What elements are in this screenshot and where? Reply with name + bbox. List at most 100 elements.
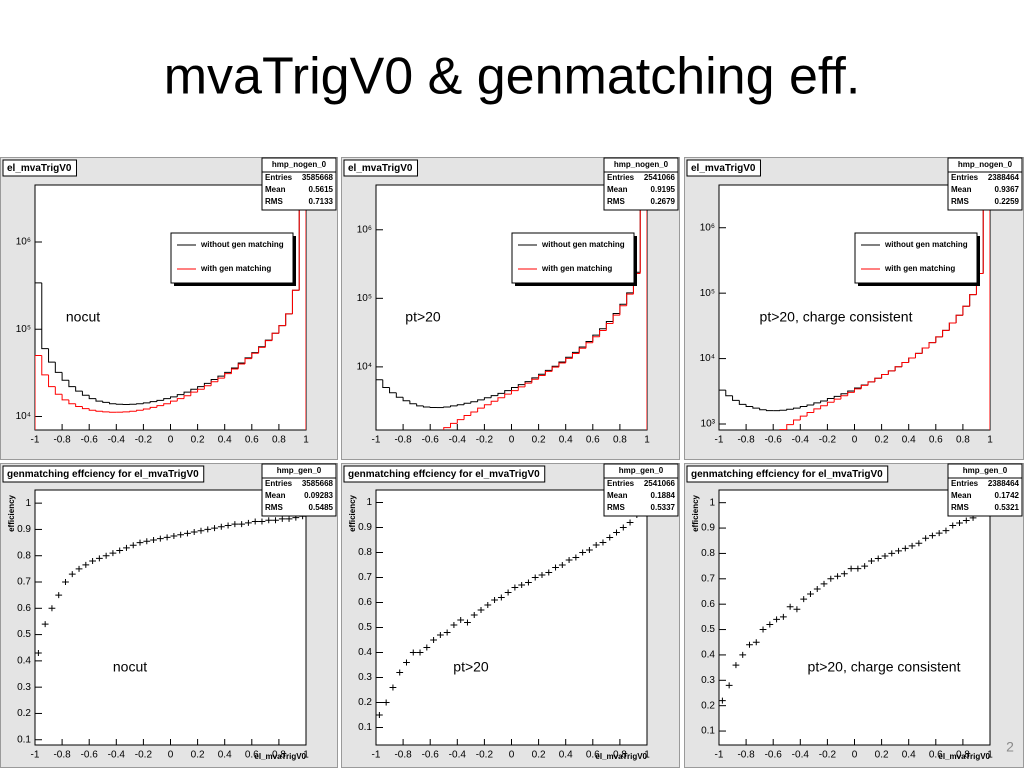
efficiency-point bbox=[396, 669, 404, 676]
x-tick-label: -0.6 bbox=[81, 435, 99, 446]
efficiency-point bbox=[477, 607, 485, 613]
y-tick-label: 0.9 bbox=[701, 523, 715, 534]
histogram-step bbox=[544, 370, 553, 376]
efficiency-point bbox=[874, 555, 882, 562]
histogram-step bbox=[217, 377, 225, 382]
x-tick-label: 0.8 bbox=[272, 435, 286, 446]
efficiency-point bbox=[150, 536, 157, 543]
x-tick-label: -0.8 bbox=[394, 750, 412, 761]
histogram-step bbox=[61, 372, 69, 381]
histogram-step bbox=[719, 389, 726, 430]
histogram-step bbox=[826, 401, 835, 406]
x-tick-label: -1 bbox=[372, 750, 381, 761]
histogram-step bbox=[450, 405, 458, 407]
efficiency-point bbox=[579, 549, 587, 556]
histogram-step bbox=[149, 406, 157, 409]
histogram-step bbox=[470, 411, 478, 416]
x-tick-label: -0.4 bbox=[108, 435, 126, 446]
histogram-step bbox=[230, 368, 239, 374]
efficiency-point bbox=[786, 603, 794, 610]
x-tick-label: 0.6 bbox=[929, 750, 943, 761]
histogram-step bbox=[867, 381, 875, 386]
efficiency-point bbox=[915, 540, 923, 547]
efficiency-point bbox=[599, 539, 607, 546]
y-tick-label: 0.4 bbox=[701, 650, 715, 661]
x-tick-label: 1 bbox=[644, 435, 650, 446]
efficiency-point bbox=[403, 659, 410, 666]
stats-value: 0.1742 bbox=[995, 491, 1020, 500]
histogram-step bbox=[799, 415, 808, 421]
efficiency-point bbox=[854, 565, 862, 572]
histogram-step bbox=[908, 357, 916, 363]
y-tick-label: 10⁴ bbox=[700, 353, 715, 364]
x-tick-label: -0.6 bbox=[422, 750, 440, 761]
x-tick-label: 0.4 bbox=[218, 750, 232, 761]
efficiency-point bbox=[908, 542, 916, 549]
y-tick-label: 0.7 bbox=[17, 577, 31, 588]
histogram-step bbox=[765, 409, 774, 412]
x-tick-label: 0.8 bbox=[956, 750, 970, 761]
histogram-step bbox=[969, 294, 977, 307]
histogram-step bbox=[81, 406, 90, 410]
histogram-step bbox=[176, 398, 185, 402]
efficiency-point bbox=[68, 571, 76, 578]
efficiency-point bbox=[881, 552, 889, 559]
panel: -1 -0.8 -0.6 -0.4 -0.2 0 0.2 0.4 0.6 0.8 1 0.1 0.2 0.… bbox=[341, 463, 680, 768]
frame-title-box bbox=[343, 465, 546, 483]
efficiency-point bbox=[41, 621, 49, 628]
efficiency-point bbox=[376, 712, 383, 718]
efficiency-point bbox=[606, 534, 614, 541]
histogram-step bbox=[786, 424, 794, 430]
x-tick-label: -0.4 bbox=[792, 435, 810, 446]
histogram-step bbox=[626, 293, 634, 306]
x-tick-label: -0.8 bbox=[53, 435, 71, 446]
histogram-step bbox=[115, 403, 124, 405]
histogram-step bbox=[786, 408, 794, 411]
x-tick-label: -1 bbox=[372, 435, 381, 446]
y-tick-label: 10⁴ bbox=[357, 362, 372, 373]
efficiency-point bbox=[245, 519, 252, 526]
histogram-step bbox=[813, 408, 821, 413]
histogram-step bbox=[54, 386, 63, 395]
histogram-step bbox=[881, 374, 889, 379]
efficiency-point bbox=[813, 585, 821, 592]
efficiency-point bbox=[497, 594, 505, 601]
histogram-step bbox=[203, 385, 212, 390]
y-tick-label: 0.1 bbox=[17, 734, 31, 745]
histogram-step bbox=[244, 358, 252, 364]
histogram-step bbox=[395, 392, 404, 398]
histogram-step bbox=[793, 407, 801, 410]
efficiency-point bbox=[416, 649, 424, 656]
y-tick-label: 0.6 bbox=[701, 599, 715, 610]
x-tick-label: 0.4 bbox=[559, 435, 573, 446]
histogram-step bbox=[538, 374, 546, 380]
histogram-step bbox=[389, 387, 397, 394]
efficiency-point bbox=[922, 535, 930, 542]
stats-box bbox=[603, 463, 679, 517]
stats-value: 3585668 bbox=[302, 173, 334, 182]
stats-value: 0.1884 bbox=[651, 491, 676, 500]
histogram-step bbox=[210, 381, 218, 386]
x-tick-label: 0.2 bbox=[532, 750, 546, 761]
efficiency-point bbox=[430, 637, 437, 643]
y-tick-label: 0.3 bbox=[17, 682, 31, 693]
efficiency-point bbox=[265, 517, 273, 524]
efficiency-point bbox=[251, 518, 259, 525]
efficiency-point bbox=[143, 538, 151, 545]
histogram-step bbox=[75, 403, 83, 408]
efficiency-point bbox=[272, 517, 279, 524]
efficiency-point bbox=[457, 617, 465, 623]
efficiency-point bbox=[211, 525, 218, 532]
frame-title: el_mvaTrigV0 bbox=[691, 163, 756, 174]
histogram-step bbox=[799, 406, 808, 409]
efficiency-point bbox=[197, 527, 205, 534]
efficiency-point bbox=[504, 589, 512, 596]
stats-title: hmp_nogen_0 bbox=[272, 160, 327, 169]
histogram-step bbox=[35, 282, 42, 430]
x-tick-label: 0.6 bbox=[245, 435, 259, 446]
histogram-step bbox=[409, 400, 417, 405]
histogram-step bbox=[497, 397, 505, 402]
histogram-step bbox=[463, 402, 471, 405]
x-tick-label: -0.4 bbox=[449, 750, 467, 761]
